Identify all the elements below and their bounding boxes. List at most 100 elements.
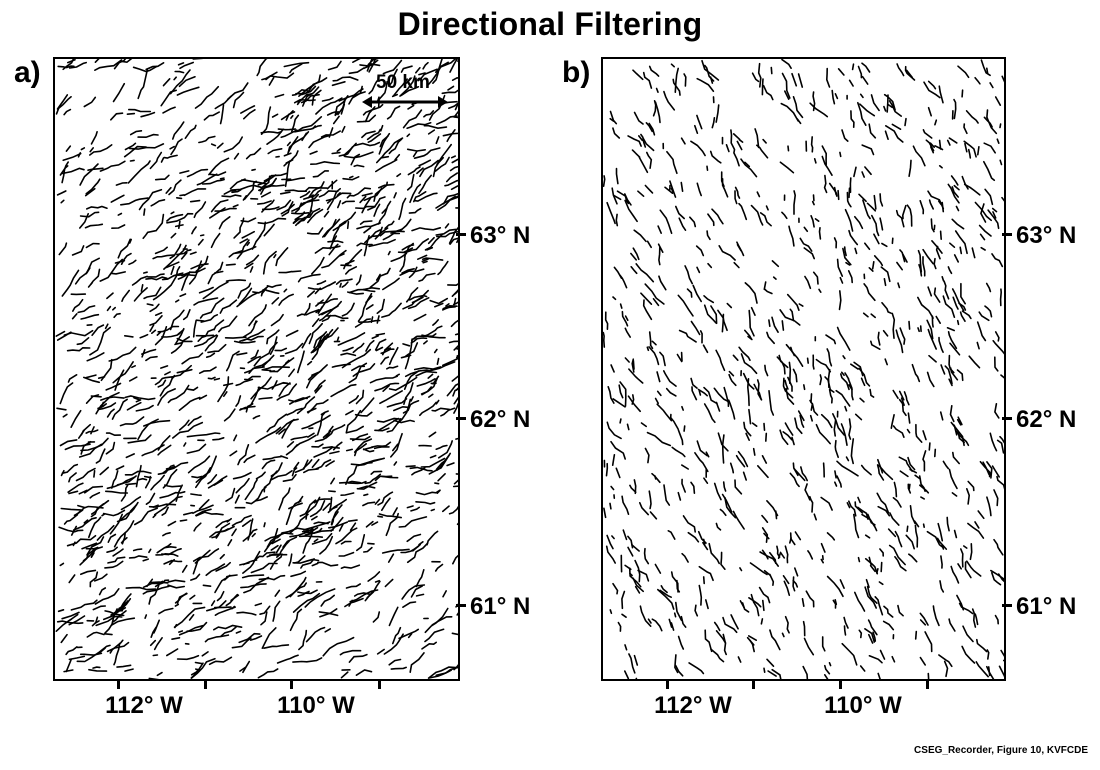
lineament-segment (993, 538, 1004, 556)
lineament-segment (150, 474, 165, 491)
lineament-segment (249, 266, 254, 273)
lineament-segment (362, 286, 381, 291)
lineament-segment (284, 160, 291, 188)
lineament-segment (696, 114, 703, 130)
lineament-segment (638, 156, 649, 174)
lineament-segment (919, 200, 925, 215)
lineament-segment (862, 199, 871, 220)
lineament-segment (59, 439, 78, 447)
lineament-segment (967, 480, 975, 492)
lineament-segment (781, 72, 791, 99)
lineament-segment (870, 340, 873, 346)
lineament-segment (701, 59, 720, 81)
lineament-segment (680, 137, 686, 145)
lineament-segment (355, 389, 365, 405)
lineament-segment (390, 432, 403, 458)
lineament-segment (447, 283, 458, 287)
lineament-segment (413, 313, 427, 322)
lineament-segment (235, 477, 250, 494)
lineament-segment (120, 197, 149, 206)
lineament-segment (947, 183, 960, 204)
lineament-segment (897, 604, 904, 617)
lineament-segment (857, 506, 869, 520)
panel-a-label: a) (14, 56, 41, 89)
lineament-segment (415, 569, 425, 588)
lineament-segment (308, 134, 330, 149)
lineament-segment (197, 238, 204, 246)
lineament-segment (80, 440, 92, 455)
lineament-segment (219, 177, 225, 180)
lineament-segment (803, 637, 815, 656)
lineament-segment (66, 534, 97, 547)
lineament-segment (681, 405, 684, 411)
lineament-segment (266, 413, 288, 433)
lineament-segment (928, 354, 937, 363)
lineament-segment (258, 396, 273, 400)
lineament-segment (1001, 196, 1004, 202)
lineament-segment (434, 563, 444, 572)
lineament-segment (871, 344, 881, 350)
lineament-segment (866, 585, 878, 604)
lineament-segment (745, 432, 750, 441)
lineament-segment (386, 398, 408, 408)
lineament-segment (645, 122, 653, 133)
lineament-segment (432, 319, 439, 326)
lineament-segment (1000, 374, 1004, 379)
lineament-segment (938, 85, 944, 104)
lineament-segment (834, 481, 838, 487)
lineament-segment (833, 419, 837, 437)
lineament-segment (929, 142, 935, 148)
lineament-segment (233, 217, 245, 239)
lineament-segment (323, 210, 330, 218)
lineament-segment (401, 268, 415, 274)
lineament-segment (381, 302, 402, 318)
lineament-segment (658, 246, 661, 266)
lineament-segment (843, 625, 847, 636)
lineament-segment (356, 242, 373, 247)
lineament-segment (171, 637, 181, 640)
lineament-segment (419, 401, 437, 417)
lineament-segment (763, 569, 771, 576)
lineament-segment (137, 477, 148, 481)
lineament-segment (109, 639, 124, 654)
lineament-segment (874, 596, 884, 616)
lineament-segment (771, 316, 779, 333)
lineament-segment (154, 246, 168, 255)
lineament-segment (734, 186, 741, 199)
lineament-segment (868, 633, 874, 644)
lineament-segment (820, 496, 833, 511)
lineament-segment (219, 103, 225, 125)
lineament-segment (79, 163, 99, 186)
lineament-segment (761, 527, 769, 543)
lineament-segment (129, 130, 143, 136)
lineament-segment (437, 473, 446, 482)
lineament-segment (260, 191, 272, 198)
figure-title: Directional Filtering (397, 6, 703, 42)
lineament-segment (644, 283, 665, 305)
lineament-segment (836, 258, 844, 277)
lineament-segment (422, 260, 428, 264)
lineament-segment (215, 561, 231, 572)
lineament-segment (202, 281, 229, 300)
lineament-segment (421, 641, 437, 650)
lon-tick-109-b (926, 679, 929, 689)
lineament-segment (626, 423, 630, 431)
lineament-segment (794, 567, 799, 577)
lineament-segment (100, 358, 113, 382)
lineament-segment (132, 65, 158, 73)
lineament-segment (113, 642, 121, 666)
lineament-segment (60, 199, 65, 204)
lineament-segment (84, 187, 96, 197)
lineament-segment (179, 293, 187, 297)
lineament-segment (176, 654, 200, 661)
lineament-segment (789, 472, 800, 488)
lineament-segment (293, 461, 300, 470)
lineament-segment (756, 144, 769, 159)
lineament-segment (987, 209, 1000, 230)
lineament-segment (616, 190, 630, 205)
lineament-segment (782, 575, 790, 585)
lineament-segment (799, 237, 813, 252)
lineament-segment (999, 159, 1003, 166)
lineament-segment (914, 630, 918, 640)
lineament-segment (609, 609, 613, 615)
